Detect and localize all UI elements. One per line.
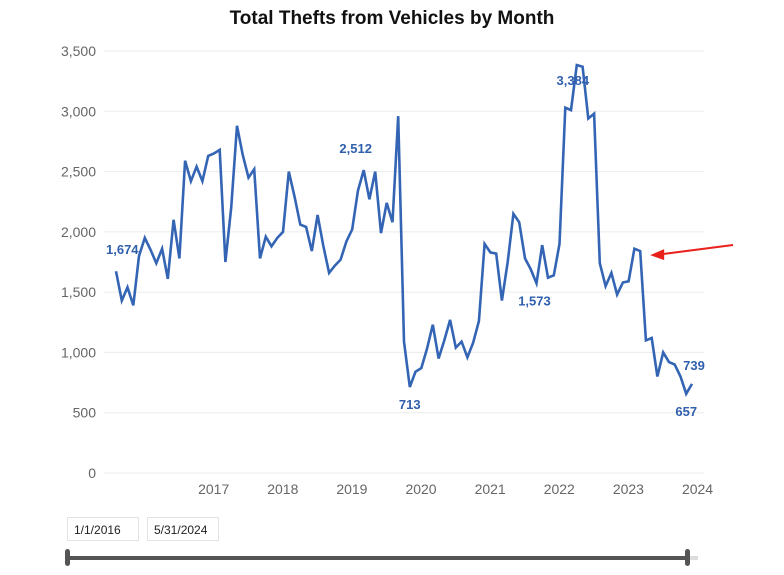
- slider-start-handle[interactable]: [65, 549, 70, 566]
- end-date-input[interactable]: 5/31/2024: [147, 517, 219, 541]
- y-tick-label: 2,000: [61, 224, 96, 240]
- annotation-arrow-head: [650, 249, 665, 261]
- y-tick-label: 3,000: [61, 103, 96, 119]
- data-label: 713: [399, 397, 421, 412]
- data-labels: 1,674 2,512 713 1,573 3,384 657 739: [106, 73, 705, 419]
- x-tick-label: 2023: [613, 481, 644, 497]
- y-tick-label: 3,500: [61, 43, 96, 59]
- data-label: 739: [683, 358, 705, 373]
- x-tick-label: 2024: [682, 481, 713, 497]
- y-tick-label: 0: [88, 465, 96, 481]
- start-date-input[interactable]: 1/1/2016: [67, 517, 139, 541]
- y-tick-label: 500: [73, 405, 97, 421]
- chart-title: Total Thefts from Vehicles by Month: [229, 8, 555, 29]
- x-tick-label: 2019: [336, 481, 367, 497]
- data-label: 1,674: [106, 242, 139, 257]
- series-line: [114, 63, 694, 397]
- date-range-slider-track[interactable]: [67, 556, 688, 560]
- y-tick-label: 1,500: [61, 284, 96, 300]
- x-axis-ticks: 2017 2018 2019 2020 2021 2022 2023 2024: [198, 481, 713, 497]
- x-tick-label: 2022: [544, 481, 575, 497]
- annotation-arrow-shaft: [662, 244, 734, 256]
- date-range-slider-remainder: [688, 556, 698, 560]
- x-tick-label: 2017: [198, 481, 229, 497]
- y-tick-label: 1,000: [61, 344, 96, 360]
- y-tick-label: 2,500: [61, 164, 96, 180]
- x-tick-label: 2018: [267, 481, 298, 497]
- data-label: 657: [675, 404, 697, 419]
- annotations: [650, 244, 734, 261]
- data-label: 1,573: [518, 293, 551, 308]
- x-tick-label: 2021: [475, 481, 506, 497]
- data-label: 3,384: [557, 73, 590, 88]
- series-layer: [114, 63, 694, 397]
- slider-end-handle[interactable]: [685, 549, 690, 566]
- data-label: 2,512: [339, 141, 372, 156]
- x-tick-label: 2020: [405, 481, 436, 497]
- y-axis-ticks: 0 500 1,000 1,500 2,000 2,500 3,000 3,500: [61, 43, 96, 481]
